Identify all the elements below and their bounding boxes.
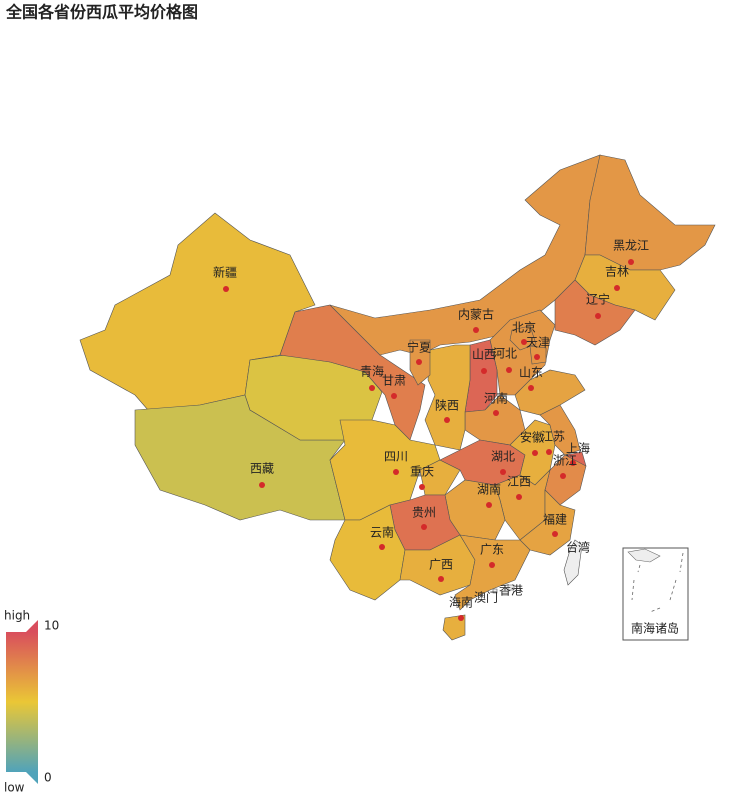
province-dot: [419, 484, 425, 490]
province: [554, 279, 636, 346]
visual-map-handle: [26, 620, 38, 632]
province-label: 贵州: [412, 506, 436, 520]
province-label: 辽宁: [586, 292, 610, 307]
province-label: 吉林: [605, 265, 629, 279]
province-label: 重庆: [410, 465, 434, 479]
province-label: 河北: [493, 347, 517, 361]
visual-map-max: 10: [44, 619, 59, 633]
province-label: 安徽: [520, 430, 544, 445]
province-label: 甘肃: [382, 374, 406, 388]
province-dot: [438, 576, 444, 582]
province-label: 浙江: [553, 454, 577, 468]
province-label: 新疆: [213, 265, 237, 280]
visual-map-low: low: [4, 781, 25, 795]
inset-label: 南海诸岛: [631, 621, 679, 636]
province-dot: [532, 450, 538, 456]
province: [509, 325, 537, 351]
province-label: 宁夏: [407, 340, 431, 355]
province-dot: [493, 410, 499, 416]
visual-map-min: 0: [44, 771, 52, 785]
province-label: 广东: [480, 543, 504, 557]
province-label: 江苏: [541, 430, 565, 444]
visual-map: high low 10 0: [4, 609, 59, 795]
province-label: 江西: [507, 475, 531, 489]
province-dot: [473, 327, 479, 333]
province-dot: [444, 417, 450, 423]
province-dot: [500, 469, 506, 475]
province-dot: [521, 339, 527, 345]
province-dot: [534, 354, 540, 360]
province-dot: [393, 469, 399, 475]
province: [419, 459, 461, 496]
province-dot: [570, 460, 576, 466]
visual-map-handle: [26, 772, 38, 784]
province-dot: [259, 482, 265, 488]
province-dot: [546, 449, 552, 455]
province-label: 广西: [429, 558, 453, 572]
province-label: 台湾: [566, 540, 590, 555]
province: [539, 404, 581, 456]
province-dot: [379, 544, 385, 550]
province-label: 天津: [526, 336, 550, 350]
province-dot: [516, 494, 522, 500]
province: [454, 534, 531, 611]
province-label: 云南: [370, 525, 394, 540]
province-label: 河南: [484, 391, 508, 406]
province-dot: [416, 359, 422, 365]
province: [563, 539, 583, 586]
province: [329, 419, 441, 521]
province-dot: [552, 531, 558, 537]
province-label: 香港: [499, 584, 523, 598]
inset-box: [622, 547, 689, 641]
province-label: 陕西: [435, 398, 459, 413]
province-dot: [560, 473, 566, 479]
province-dot: [628, 259, 634, 265]
province-dot: [506, 367, 512, 373]
province-label: 四川: [384, 450, 408, 464]
province-label: 湖南: [477, 482, 501, 497]
province-label: 福建: [543, 512, 567, 527]
province-dot: [458, 615, 464, 621]
province-dot: [486, 502, 492, 508]
map-title: 全国各省份西瓜平均价格图: [5, 3, 198, 22]
province-dot: [223, 286, 229, 292]
province-label: 海南: [449, 595, 473, 610]
province: [507, 584, 515, 591]
province-dot: [369, 385, 375, 391]
province: [514, 369, 586, 416]
province-dot: [481, 368, 487, 374]
province-dot: [489, 562, 495, 568]
province-dot: [421, 524, 427, 530]
province-label: 黑龙江: [613, 239, 649, 253]
province: [492, 588, 498, 594]
province-dot: [595, 313, 601, 319]
province: [489, 309, 556, 396]
province-label: 西藏: [250, 462, 274, 476]
province-label: 北京: [512, 321, 536, 335]
province: [79, 212, 316, 411]
province-dot: [391, 393, 397, 399]
visual-map-high: high: [4, 609, 30, 623]
province-dot: [614, 285, 620, 291]
province-label: 山西: [472, 348, 496, 362]
province-label: 上海: [566, 441, 590, 456]
province-label: 青海: [360, 364, 384, 379]
regions: [79, 154, 716, 641]
province-label: 内蒙古: [458, 307, 494, 322]
province: [424, 344, 471, 451]
visual-map-bar: [6, 632, 38, 772]
province-dot: [528, 385, 534, 391]
province-label: 湖北: [491, 449, 515, 464]
province-label: 澳门: [474, 590, 498, 605]
inset-coast: [627, 548, 661, 563]
province-label: 山东: [519, 366, 543, 380]
province: [584, 154, 716, 271]
